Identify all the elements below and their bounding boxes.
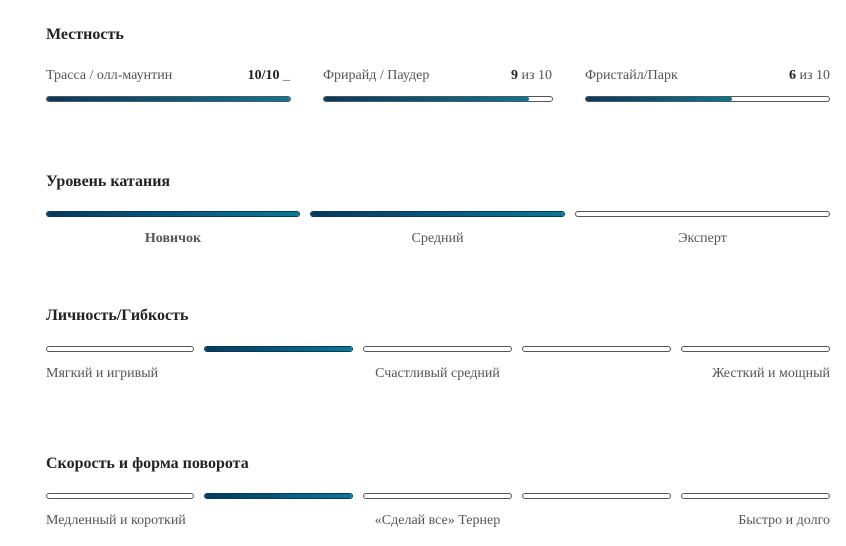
flex-segment-selected [204,346,353,352]
terrain-bar [323,96,553,102]
turn-segment [363,493,512,499]
turn-label-slow: Медленный и короткий [46,513,186,528]
level-heading: Уровень катания [46,173,171,190]
terrain-bar [585,96,830,102]
turn-segment [46,493,194,499]
terrain-label: Фрирайд / Паудер [323,68,430,83]
flex-heading: Личность/Гибкость [46,307,189,324]
turn-segment [681,493,830,499]
flex-label-soft: Мягкий и игривый [46,366,159,381]
level-label-expert: Эксперт [678,231,727,246]
flex-segment [522,346,671,352]
flex-segment [363,346,512,352]
turn-label-fast: Быстро и долго [738,513,830,528]
level-segment [46,211,300,217]
turn-segment-selected [204,493,353,499]
terrain-value: 10/10 _ [247,68,290,83]
flex-label-medium: Счастливый средний [375,366,500,381]
level-segment [310,211,565,217]
flex-segment [46,346,194,352]
level-segment [575,211,830,217]
flex-segment [681,346,830,352]
level-label-intermediate: Средний [411,231,464,246]
terrain-value: 6 из 10 [788,68,830,83]
turn-label-medium: «Сделай все» Тернер [374,513,501,528]
terrain-bar [46,96,291,102]
flex-label-stiff: Жесткий и мощный [711,366,830,381]
turn-heading: Скорость и форма поворота [46,455,249,472]
turn-segment [522,493,671,499]
terrain-value: 9 из 10 [510,68,552,83]
level-label-beginner: Новичок [144,231,202,246]
terrain-label: Фристайл/Парк [585,68,678,83]
terrain-label: Трасса / олл-маунтин [46,68,173,83]
terrain-heading: Местность [46,26,124,43]
